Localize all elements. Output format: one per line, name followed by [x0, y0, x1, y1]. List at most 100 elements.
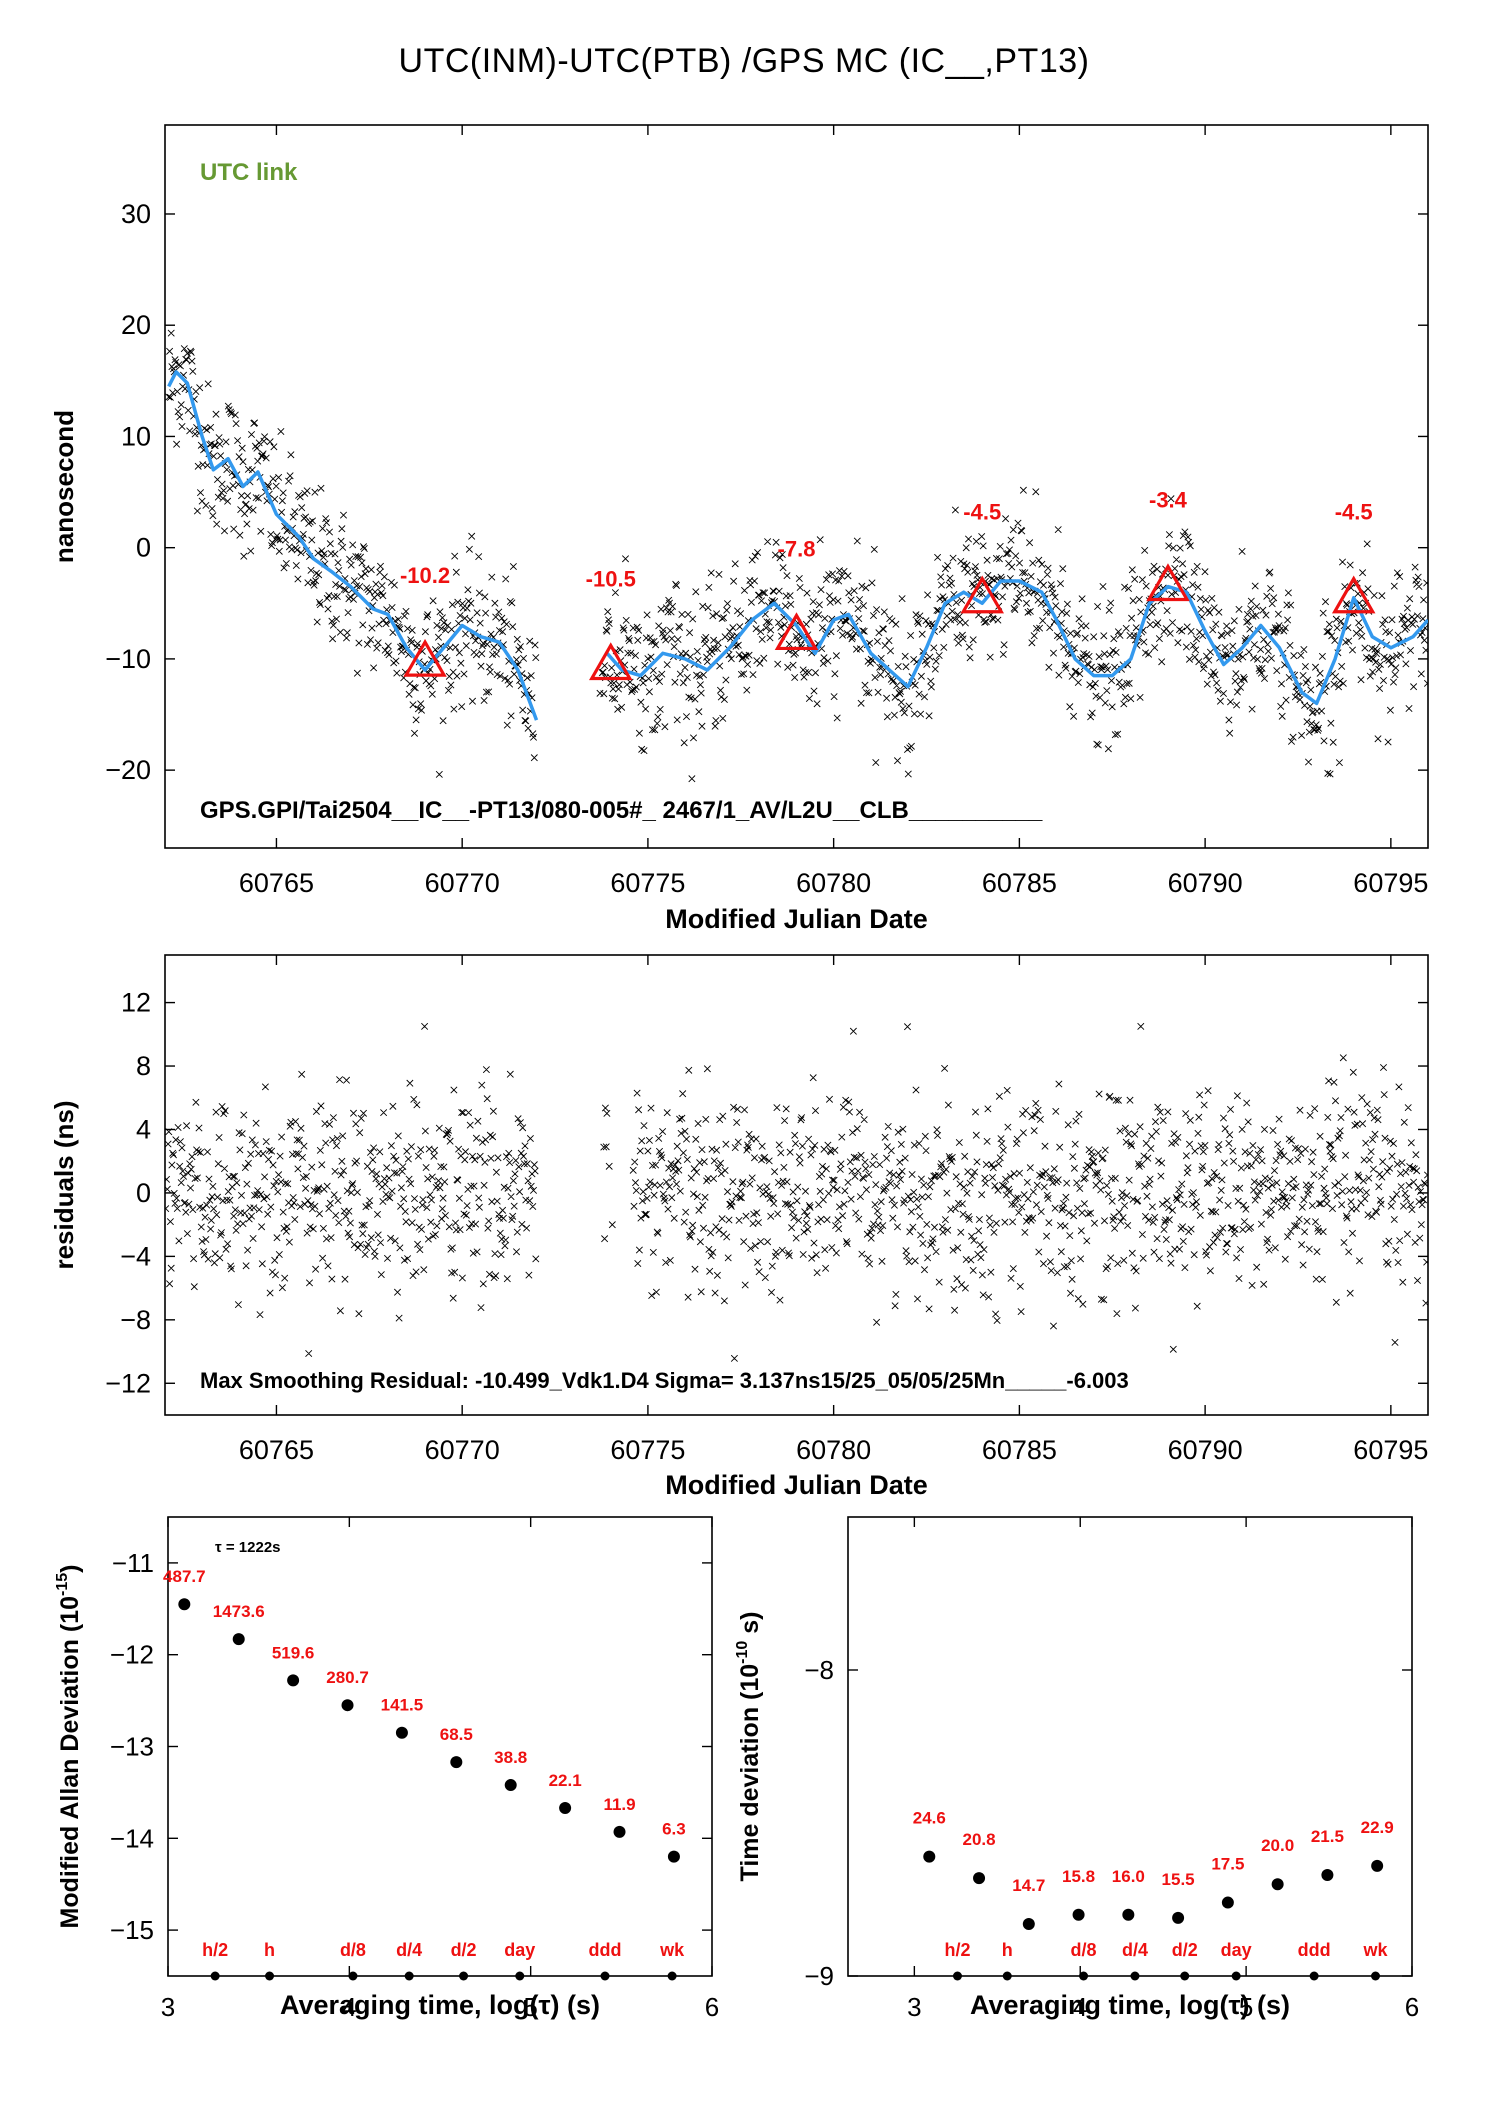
- y-tick-label: −13: [110, 1732, 154, 1762]
- deviation-point: [341, 1699, 354, 1712]
- x-tick-label: 60775: [610, 868, 685, 898]
- reference-mark-dot: [1231, 1971, 1241, 1981]
- maximum-marker-triangle: [1331, 575, 1376, 614]
- reference-mark-dot: [210, 1971, 220, 1981]
- reference-mark-dot: [348, 1971, 358, 1981]
- reference-mark-dot: [667, 1971, 677, 1981]
- residual-stats-annotation: Max Smoothing Residual: -10.499_Vdk1.D4 …: [200, 1368, 1129, 1393]
- reference-mark-label: h/2: [944, 1940, 970, 1960]
- reference-mark-label: d/2: [451, 1940, 477, 1960]
- reference-mark-dot: [952, 1971, 962, 1981]
- reference-mark-label: wk: [659, 1940, 685, 1960]
- y-tick-label: 20: [121, 310, 151, 340]
- deviation-point: [504, 1779, 517, 1792]
- x-tick-label: 60790: [1168, 868, 1243, 898]
- deviation-point: [1022, 1917, 1035, 1930]
- deviation-point: [178, 1598, 191, 1611]
- y-axis-label-main: Modified Allan Deviation (10: [56, 1596, 84, 1928]
- deviation-point: [1172, 1911, 1185, 1924]
- reference-mark-label: h/2: [202, 1940, 228, 1960]
- y-tick-label: 0: [136, 533, 151, 563]
- x-tick-label: 60770: [425, 868, 500, 898]
- x-tick-label: 60795: [1353, 1435, 1428, 1465]
- deviation-value-label: 14.7: [1012, 1876, 1045, 1895]
- x-tick-label: 60785: [982, 868, 1057, 898]
- reference-mark-dot: [1002, 1971, 1012, 1981]
- residual-points: [165, 1022, 1428, 1362]
- deviation-point: [450, 1756, 463, 1769]
- deviation-value-label: 15.8: [1062, 1867, 1095, 1886]
- reference-mark-dot: [459, 1971, 469, 1981]
- deviation-value-label: 16.0: [1112, 1867, 1145, 1886]
- utc-link-badge: UTC link: [200, 159, 298, 186]
- reference-mark-dot: [265, 1971, 275, 1981]
- allan-deviation-chart-panel: 3 4 5 6 −11 −12 −13 −14 −15 487.7 1473.6 519.6 280.7…: [54, 1516, 719, 2022]
- deviation-point: [613, 1825, 626, 1838]
- y-axis-label-exponent: -10: [734, 1641, 751, 1664]
- reference-mark-dot: [1079, 1971, 1089, 1981]
- deviation-value-label: 20.0: [1261, 1836, 1294, 1855]
- plot-frame: [847, 1516, 1413, 1977]
- deviation-value-label: 11.9: [603, 1795, 635, 1814]
- y-tick-label: 0: [136, 1178, 151, 1208]
- maximum-marker-label: -10.2: [400, 563, 450, 588]
- deviation-value-label: 1473.6: [213, 1602, 265, 1621]
- residual-points-layer: [165, 1022, 1428, 1362]
- x-tick-label: 60785: [982, 1435, 1057, 1465]
- deviation-value-label: 22.1: [549, 1771, 582, 1790]
- x-tick-label: 6: [705, 1992, 719, 2022]
- tau-note: τ = 1222s: [215, 1539, 281, 1556]
- reference-mark-label: wk: [1362, 1940, 1388, 1960]
- reference-mark-dot: [515, 1971, 525, 1981]
- maximum-marker-triangle: [1146, 563, 1190, 602]
- y-axis-label-main: Time deviation (10: [736, 1664, 764, 1882]
- deviation-point: [1271, 1878, 1284, 1891]
- deviation-point: [559, 1802, 572, 1815]
- y-tick-label: −10: [105, 644, 151, 674]
- y-axis-label: Time deviation (10-10 s): [734, 1612, 764, 1882]
- maximum-marker-label: -10.5: [586, 566, 636, 591]
- maximum-marker-label: -3.4: [1149, 487, 1188, 512]
- x-tick-label: 5: [523, 1992, 537, 2022]
- maximum-marker-label: -4.5: [1335, 500, 1373, 525]
- deviation-point: [973, 1872, 986, 1885]
- x-tick-label: 3: [907, 1992, 921, 2022]
- x-tick-label: 60780: [796, 868, 871, 898]
- reference-mark-label: h: [264, 1940, 275, 1960]
- deviation-value-label: 487.7: [163, 1567, 206, 1586]
- x-tick-label: 60775: [610, 1435, 685, 1465]
- deviation-value-label: 20.8: [963, 1830, 996, 1849]
- reference-mark-dot: [600, 1971, 610, 1981]
- x-tick-label: 60780: [796, 1435, 871, 1465]
- deviation-value-label: 15.5: [1162, 1870, 1195, 1889]
- time-deviation-chart-panel: 3 4 5 6 −8 −9 24.6 20.8 14.7 15.8 16.0 15.5 17.5 20.0…: [734, 1516, 1419, 2022]
- x-tick-label: 5: [1239, 1992, 1253, 2022]
- x-axis-label: Modified Julian Date: [665, 904, 928, 934]
- reference-mark-label: d/8: [1071, 1940, 1097, 1960]
- reference-mark-label: day: [504, 1940, 535, 1960]
- reference-mark-label: h: [1002, 1940, 1013, 1960]
- y-axis-label-end: s): [736, 1612, 764, 1641]
- smoothing-curve-segment-1: [167, 370, 539, 721]
- reference-mark-label: day: [1221, 1940, 1252, 1960]
- plot-frame: [164, 124, 1429, 849]
- deviation-value-label: 519.6: [272, 1643, 315, 1662]
- x-tick-label: 4: [1073, 1992, 1087, 2022]
- deviation-value-label: 21.5: [1311, 1827, 1344, 1846]
- deviation-value-label: 38.8: [494, 1748, 527, 1767]
- x-tick-label: 60795: [1353, 868, 1428, 898]
- deviation-point: [923, 1850, 936, 1863]
- deviation-value-label: 141.5: [381, 1696, 424, 1715]
- deviation-point: [667, 1850, 680, 1863]
- y-tick-label: 30: [121, 199, 151, 229]
- smoothing-curve-segment-2: [605, 579, 1428, 706]
- maximum-marker-triangle: [588, 642, 633, 681]
- deviation-point: [1072, 1908, 1085, 1921]
- y-tick-label: −12: [110, 1640, 154, 1670]
- y-tick-label: −9: [804, 1961, 834, 1991]
- y-axis-label: residuals (ns): [49, 1100, 79, 1269]
- data-points-layer: [165, 329, 1428, 783]
- y-tick-label: 8: [136, 1051, 151, 1081]
- maximum-marker-label: -7.8: [778, 536, 816, 561]
- deviation-point: [287, 1674, 300, 1687]
